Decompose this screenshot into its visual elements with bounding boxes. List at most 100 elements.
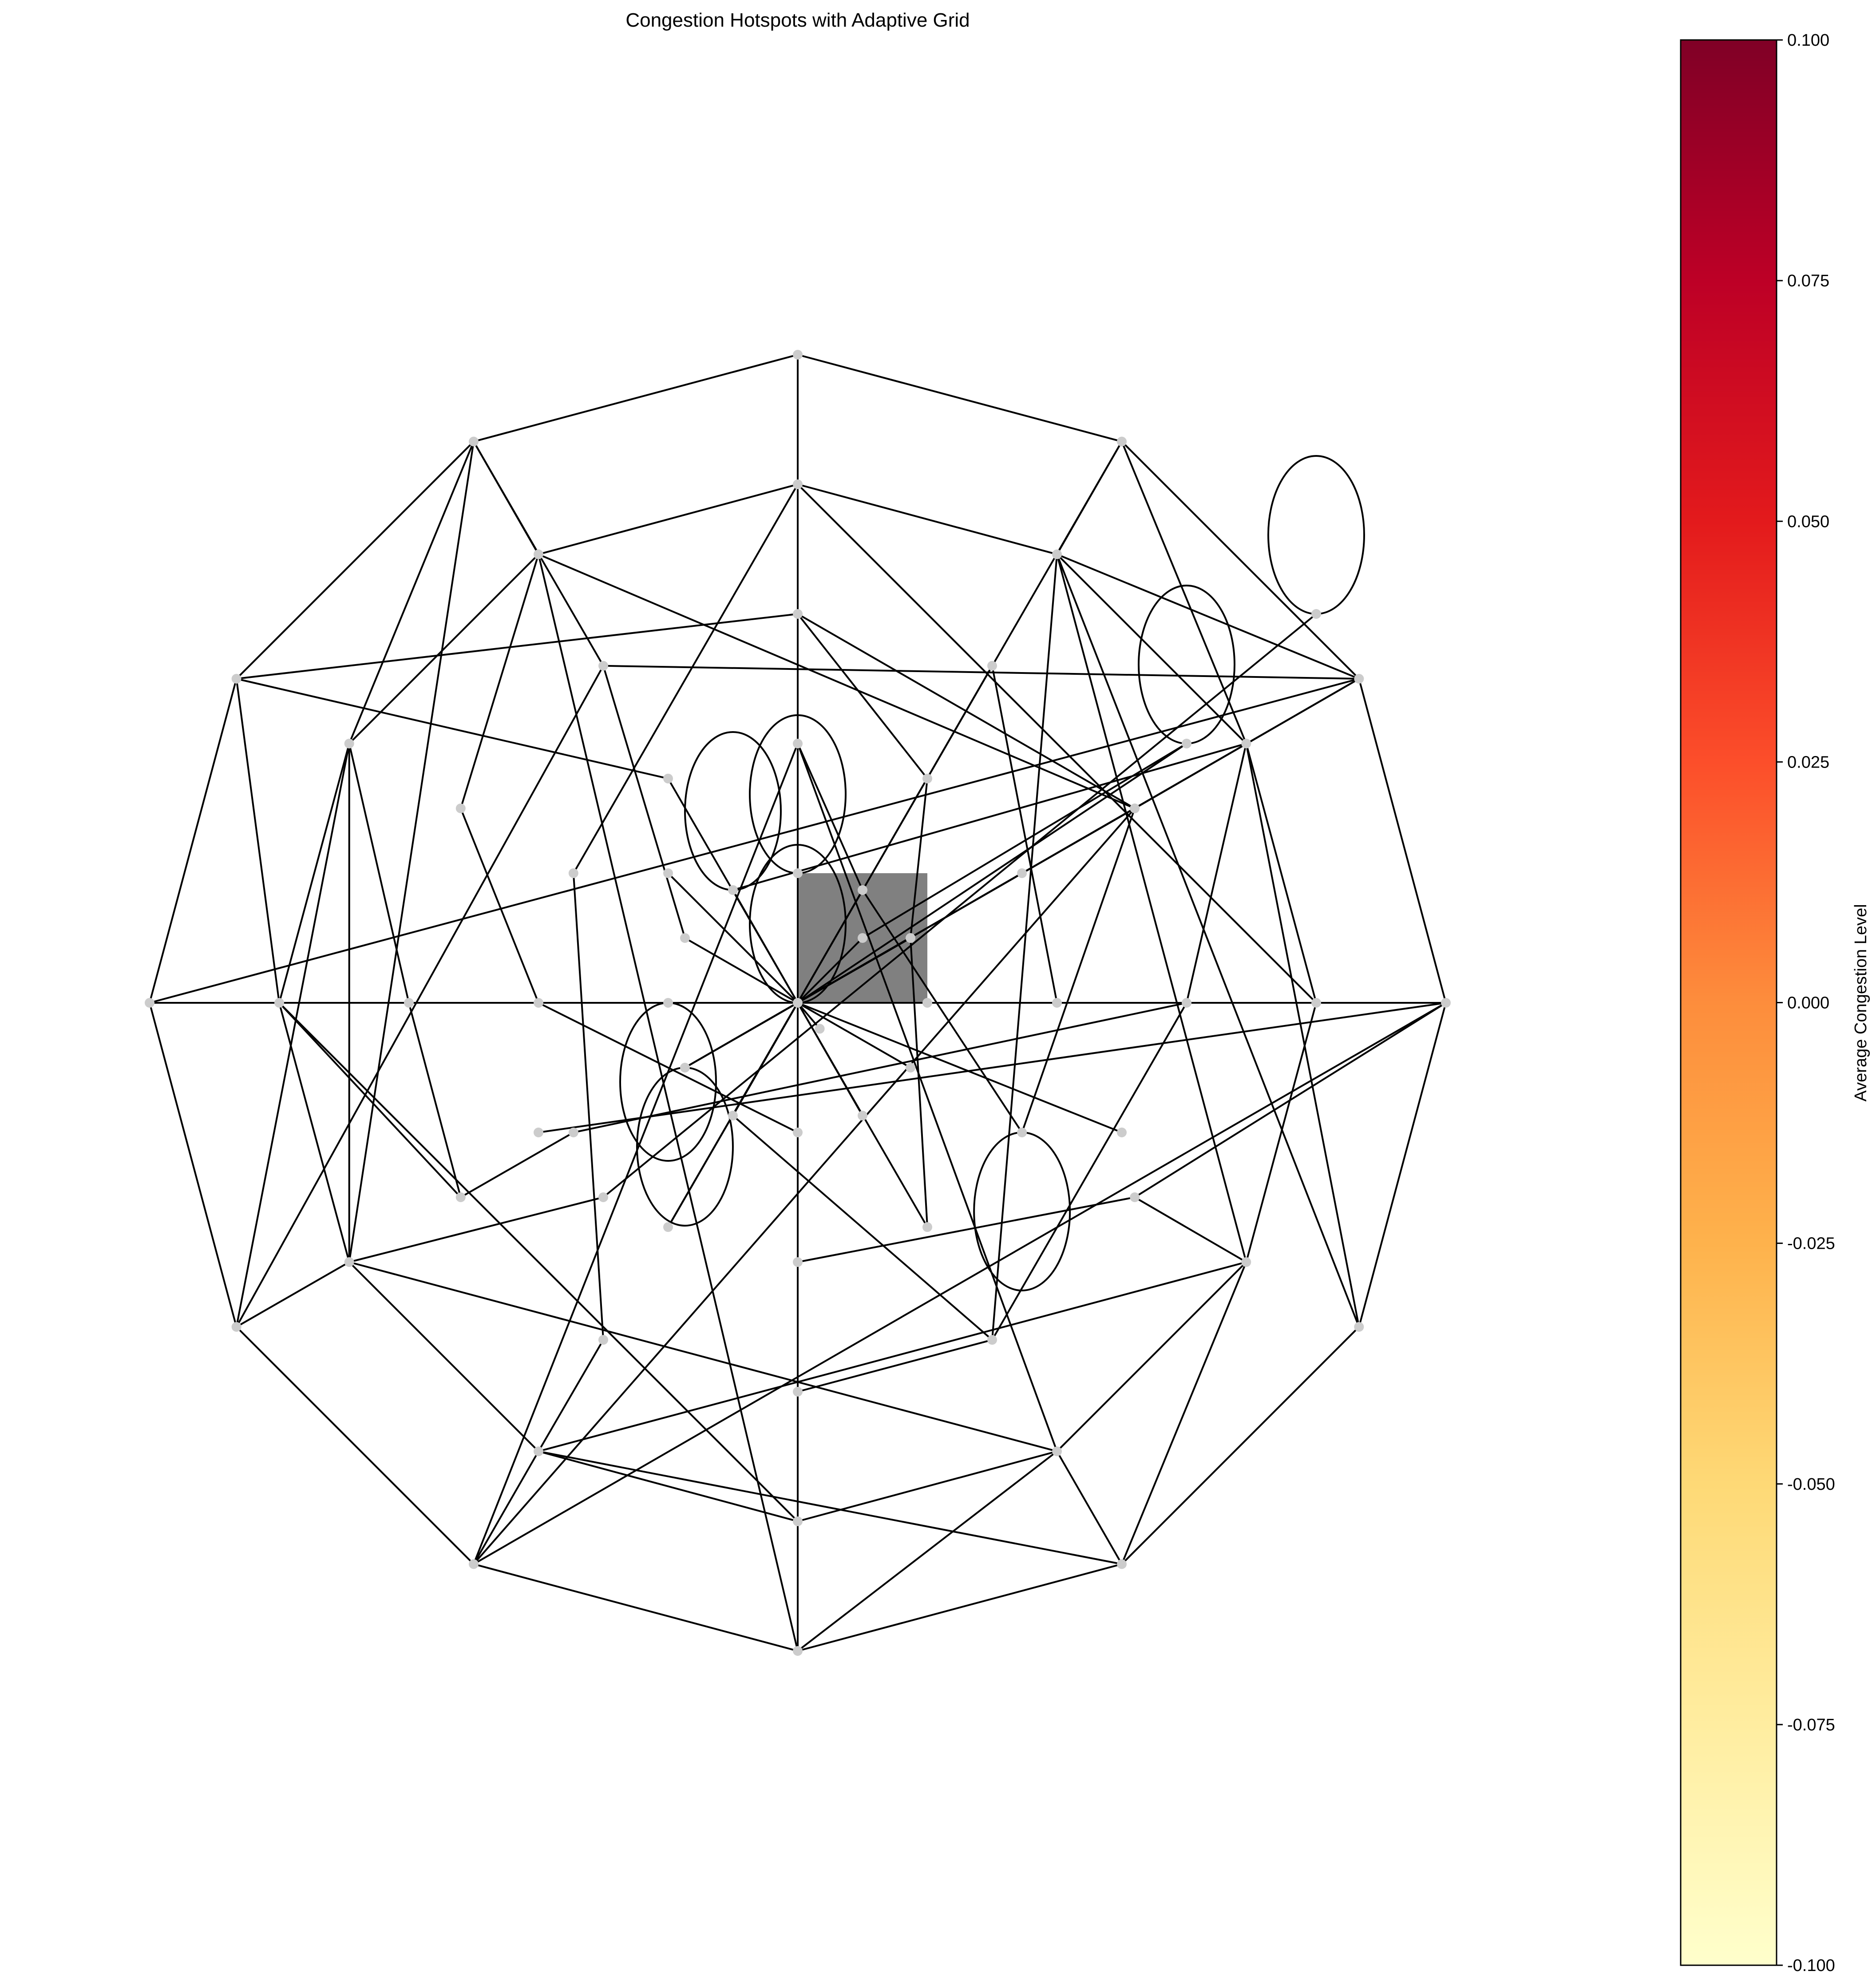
node-n38 xyxy=(1017,868,1027,878)
edge-n35-n58 xyxy=(602,665,686,938)
colorbar-tick-label: 0.075 xyxy=(1787,272,1829,290)
edge-n13-n29 xyxy=(991,554,1058,1340)
node-n28 xyxy=(1130,1192,1140,1202)
node-n4 xyxy=(1354,1322,1364,1332)
edge-n66-n69 xyxy=(602,613,1317,1198)
edge-n4-n14 xyxy=(1245,743,1360,1327)
edge-n5-n17 xyxy=(1056,1451,1123,1565)
plot-area xyxy=(145,350,1451,1656)
edge-n16-n28 xyxy=(1134,1196,1247,1263)
edge-n13-n14 xyxy=(1056,554,1247,744)
edge-n11-n20 xyxy=(348,441,475,1263)
edge-n0-n1 xyxy=(797,354,1122,443)
chart-title: Congestion Hotspots with Adaptive Grid xyxy=(625,9,970,31)
node-n41 xyxy=(922,1222,932,1232)
node-n14 xyxy=(1241,739,1251,748)
node-n44 xyxy=(568,1128,578,1137)
node-n55 xyxy=(728,1111,738,1121)
node-n64 xyxy=(663,868,673,878)
node-n35 xyxy=(598,661,608,671)
node-n8 xyxy=(231,1322,241,1332)
edge-n2-n35 xyxy=(603,665,1359,680)
edge-n11-n0 xyxy=(473,354,798,443)
node-n37 xyxy=(922,773,932,784)
edge-n2-n13 xyxy=(1057,553,1360,680)
edge-n18-n21 xyxy=(278,1002,799,1522)
edge-n1-n14 xyxy=(1121,441,1247,744)
edge-n8-n35 xyxy=(235,665,604,1327)
edge-n10-n47 xyxy=(236,678,669,780)
edge-n62-n60 xyxy=(797,937,911,1004)
self-loop-n56 xyxy=(636,1067,734,1227)
node-n52 xyxy=(906,1063,916,1073)
edge-n5-n16 xyxy=(1121,1262,1247,1565)
edge-n13-n16 xyxy=(1056,554,1247,1263)
node-n0 xyxy=(793,350,803,360)
edge-n22-n33 xyxy=(348,743,410,1003)
edge-n24-n37 xyxy=(797,613,928,780)
colorbar-gradient xyxy=(1680,39,1777,1966)
edge-n45-n54 xyxy=(538,1002,798,1133)
node-n31 xyxy=(598,1335,608,1345)
node-n40 xyxy=(1017,1128,1027,1137)
edge-n20-n66 xyxy=(349,1196,604,1263)
colorbar-tick-label: 0.025 xyxy=(1787,753,1829,772)
edge-n36-n49 xyxy=(797,743,863,891)
edge-n27-n29 xyxy=(991,1002,1187,1341)
edge-n8-n22 xyxy=(235,743,350,1327)
node-n51 xyxy=(922,998,932,1008)
edge-n55-n60 xyxy=(732,1002,799,1116)
colorbar-label: Average Congestion Level xyxy=(1852,904,1870,1101)
nodes-layer xyxy=(145,350,1451,1656)
colorbar-ticks: 0.100 0.075 0.050 0.025 0.000 -0.025 -0.050 -0.… xyxy=(1777,31,1835,1975)
edge-n17-n20 xyxy=(349,1261,1057,1453)
edge-n8-n9 xyxy=(149,1002,237,1327)
edge-n49-n60 xyxy=(797,889,863,1003)
node-n29 xyxy=(987,1335,997,1345)
edge-n14-n59 xyxy=(732,743,1247,891)
node-n12 xyxy=(793,479,803,489)
node-n68 xyxy=(1182,739,1191,748)
node-n7 xyxy=(469,1559,479,1569)
edge-n7-n19 xyxy=(473,1451,539,1565)
edge-n17-n18 xyxy=(797,1450,1057,1522)
edge-n12-n15 xyxy=(797,483,1317,1004)
node-n60 xyxy=(793,998,803,1008)
node-n32 xyxy=(455,1192,466,1202)
edge-n19-n20 xyxy=(348,1261,539,1452)
node-n3 xyxy=(1441,998,1451,1008)
edge-n29-n55 xyxy=(732,1115,993,1341)
colorbar-tick-label: 0.100 xyxy=(1787,31,1829,50)
colorbar-tick-label: -0.050 xyxy=(1787,1475,1835,1494)
edge-n30-n29 xyxy=(797,1339,993,1393)
edge-n14-n27 xyxy=(1186,743,1247,1003)
edge-n12-n46 xyxy=(573,484,799,874)
edge-n5-n19 xyxy=(538,1450,1122,1565)
node-n42 xyxy=(793,1257,803,1267)
edge-n8-n20 xyxy=(236,1261,350,1328)
edge-n23-n26 xyxy=(538,553,1135,809)
node-n17 xyxy=(1052,1446,1062,1457)
node-n15 xyxy=(1311,998,1321,1008)
node-n67 xyxy=(1117,1128,1127,1137)
colorbar-tick-label: -0.100 xyxy=(1787,1956,1835,1975)
node-n2 xyxy=(1354,674,1364,684)
node-n6 xyxy=(793,1646,803,1656)
node-n34 xyxy=(455,803,466,813)
node-n56 xyxy=(680,1063,690,1073)
node-n22 xyxy=(344,739,354,748)
self-loop-n57 xyxy=(619,1002,717,1162)
node-n33 xyxy=(404,998,414,1008)
node-n23 xyxy=(534,549,543,559)
node-n24 xyxy=(793,609,803,619)
node-n58 xyxy=(680,933,690,943)
edge-n16-n17 xyxy=(1056,1261,1247,1452)
edge-n14-n15 xyxy=(1245,743,1317,1003)
edge-n7-n36 xyxy=(473,743,799,1565)
node-n53 xyxy=(858,1111,867,1121)
node-n30 xyxy=(793,1387,803,1397)
edge-n58-n60 xyxy=(684,937,798,1004)
colorbar-tick-label: 0.050 xyxy=(1787,512,1829,531)
node-n62 xyxy=(906,933,916,943)
edge-n11-n22 xyxy=(348,441,475,744)
